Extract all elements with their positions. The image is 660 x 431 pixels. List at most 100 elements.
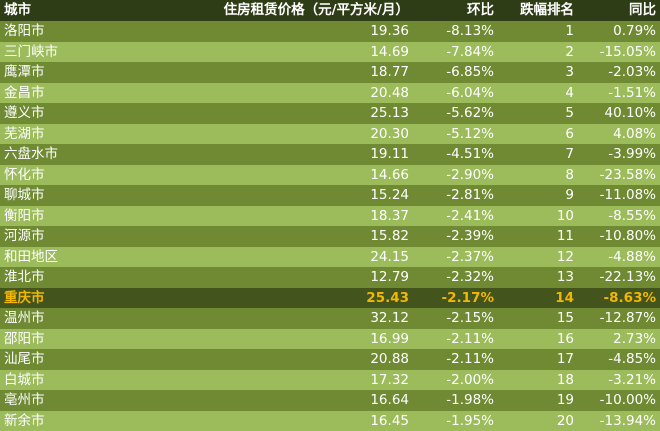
cell-mom: -1.98% <box>446 392 494 408</box>
cell-yoy: -23.58% <box>599 166 656 183</box>
cell-mom: -6.85% <box>446 64 494 80</box>
cell-yoy: -4.85% <box>608 351 656 367</box>
cell-mom: -7.84% <box>446 43 494 60</box>
cell-price: 15.24 <box>370 187 409 203</box>
cell-city: 重庆市 <box>4 289 45 306</box>
cell-mom: -6.04% <box>446 84 494 101</box>
cell-price: 14.69 <box>370 43 409 60</box>
cell-price: 14.66 <box>370 166 409 183</box>
cell-city: 白城市 <box>4 371 45 388</box>
cell-price: 20.30 <box>370 125 409 142</box>
table-row: 鹰潭市 18.77 -6.85% 3 -2.03% <box>0 62 660 83</box>
cell-rank: 6 <box>565 125 574 142</box>
cell-rank: 3 <box>565 64 574 80</box>
table-row: 洛阳市 19.36 -8.13% 1 0.79% <box>0 21 660 42</box>
cell-rank: 17 <box>556 351 574 367</box>
cell-rank: 8 <box>565 166 574 183</box>
table-row: 六盘水市 19.11 -4.51% 7 -3.99% <box>0 144 660 165</box>
table-row: 汕尾市 20.88 -2.11% 17 -4.85% <box>0 349 660 370</box>
table-row: 新余市 16.45 -1.95% 20 -13.94% <box>0 410 660 431</box>
cell-rank: 5 <box>565 105 574 121</box>
table-row: 聊城市 15.24 -2.81% 9 -11.08% <box>0 185 660 206</box>
table-row: 金昌市 20.48 -6.04% 4 -1.51% <box>0 82 660 103</box>
cell-mom: -2.32% <box>446 269 494 285</box>
cell-city: 衡阳市 <box>4 207 45 224</box>
cell-rank: 9 <box>565 187 574 203</box>
cell-price: 18.37 <box>370 207 409 224</box>
cell-mom: -2.15% <box>446 310 494 326</box>
cell-price: 15.82 <box>370 228 409 244</box>
cell-rank: 10 <box>556 207 574 224</box>
cell-rank: 19 <box>556 392 574 408</box>
header-price: 住房租赁价格（元/平方米/月） <box>223 2 409 18</box>
table-row-highlighted: 重庆市 25.43 -2.17% 14 -8.63% <box>0 287 660 308</box>
table-header-row: 城市 住房租赁价格（元/平方米/月） 环比 跌幅排名 同比 <box>0 0 660 21</box>
cell-price: 32.12 <box>370 310 409 326</box>
cell-mom: -2.17% <box>441 289 494 306</box>
table-row: 淮北市 12.79 -2.32% 13 -22.13% <box>0 267 660 288</box>
cell-price: 19.11 <box>370 146 409 162</box>
header-city: 城市 <box>4 2 31 18</box>
cell-price: 20.48 <box>370 84 409 101</box>
table-body: 洛阳市 19.36 -8.13% 1 0.79% 三门峡市 14.69 -7.84% 2 -15.… <box>0 21 660 431</box>
cell-mom: -5.12% <box>446 125 494 142</box>
cell-yoy: -22.13% <box>599 269 656 285</box>
table-row: 怀化市 14.66 -2.90% 8 -23.58% <box>0 164 660 185</box>
cell-price: 25.13 <box>370 105 409 121</box>
cell-rank: 13 <box>556 269 574 285</box>
cell-price: 25.43 <box>366 289 409 306</box>
cell-mom: -8.13% <box>446 23 494 39</box>
table-row: 和田地区 24.15 -2.37% 12 -4.88% <box>0 246 660 267</box>
cell-price: 12.79 <box>370 269 409 285</box>
table-row: 衡阳市 18.37 -2.41% 10 -8.55% <box>0 205 660 226</box>
cell-mom: -2.00% <box>446 371 494 388</box>
cell-rank: 14 <box>555 289 574 306</box>
cell-mom: -5.62% <box>446 105 494 121</box>
table-row: 邵阳市 16.99 -2.11% 16 2.73% <box>0 328 660 349</box>
cell-rank: 12 <box>556 248 574 265</box>
cell-yoy: -2.03% <box>608 64 656 80</box>
header-mom: 环比 <box>467 2 494 18</box>
cell-rank: 2 <box>565 43 574 60</box>
cell-city: 洛阳市 <box>4 23 45 39</box>
cell-rank: 4 <box>565 84 574 101</box>
cell-yoy: -1.51% <box>608 84 656 101</box>
cell-yoy: 4.08% <box>613 125 656 142</box>
table-row: 芜湖市 20.30 -5.12% 6 4.08% <box>0 123 660 144</box>
cell-yoy: -8.55% <box>608 207 656 224</box>
cell-yoy: 0.79% <box>613 23 656 39</box>
cell-mom: -2.11% <box>446 351 494 367</box>
cell-mom: -4.51% <box>446 146 494 162</box>
cell-yoy: -12.87% <box>599 310 656 326</box>
cell-yoy: -3.99% <box>608 146 656 162</box>
table-row: 亳州市 16.64 -1.98% 19 -10.00% <box>0 390 660 411</box>
cell-city: 和田地区 <box>4 248 58 265</box>
cell-price: 20.88 <box>370 351 409 367</box>
cell-yoy: -11.08% <box>599 187 656 203</box>
cell-mom: -2.39% <box>446 228 494 244</box>
cell-mom: -2.41% <box>446 207 494 224</box>
cell-rank: 16 <box>556 330 574 347</box>
cell-city: 怀化市 <box>4 166 45 183</box>
cell-price: 16.45 <box>370 412 409 429</box>
table-row: 遵义市 25.13 -5.62% 5 40.10% <box>0 103 660 124</box>
table-row: 河源市 15.82 -2.39% 11 -10.80% <box>0 226 660 247</box>
cell-city: 新余市 <box>4 412 45 429</box>
cell-rank: 11 <box>556 228 574 244</box>
cell-yoy: -13.94% <box>599 412 656 429</box>
cell-mom: -2.90% <box>446 166 494 183</box>
cell-yoy: 2.73% <box>613 330 656 347</box>
cell-city: 河源市 <box>4 228 45 244</box>
cell-city: 聊城市 <box>4 187 45 203</box>
cell-rank: 18 <box>556 371 574 388</box>
header-yoy: 同比 <box>629 2 656 18</box>
cell-city: 芜湖市 <box>4 125 45 142</box>
cell-city: 遵义市 <box>4 105 45 121</box>
cell-price: 19.36 <box>370 23 409 39</box>
cell-rank: 1 <box>565 23 574 39</box>
cell-city: 汕尾市 <box>4 351 45 367</box>
cell-price: 17.32 <box>370 371 409 388</box>
cell-mom: -2.37% <box>446 248 494 265</box>
table-row: 温州市 32.12 -2.15% 15 -12.87% <box>0 308 660 329</box>
table-row: 三门峡市 14.69 -7.84% 2 -15.05% <box>0 41 660 62</box>
